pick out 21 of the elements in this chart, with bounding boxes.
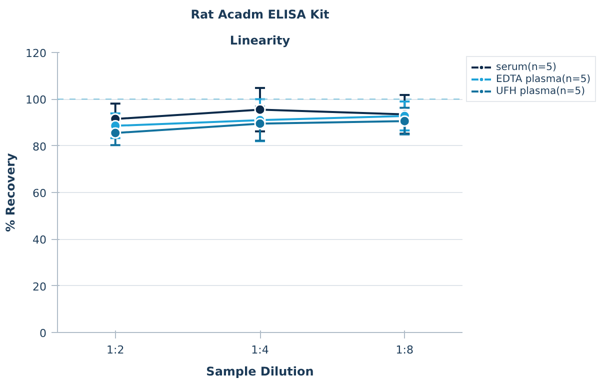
x-tick-label: 1:4	[251, 344, 269, 356]
chart-title: Rat Acadm ELISA Kit	[190, 8, 330, 22]
y-tick-label: 60	[32, 187, 47, 200]
chart-subtitle: Linearity	[230, 34, 290, 48]
y-tick-label: 0	[40, 327, 46, 340]
point	[110, 127, 122, 139]
y-axis-title: % Recovery	[4, 153, 18, 232]
x-tick-label: 1:2	[106, 344, 124, 356]
point	[254, 118, 266, 130]
y-tick-label: 80	[32, 140, 47, 154]
y-tick-label: 100	[26, 94, 47, 107]
legend-label: UFH plasma(n=5)	[496, 85, 585, 97]
x-axis-title: Sample Dilution	[206, 364, 314, 378]
y-tick-label: 20	[32, 280, 47, 294]
point	[254, 104, 266, 116]
legend-label: EDTA plasma(n=5)	[496, 73, 591, 85]
point	[398, 115, 410, 127]
legend-label: serum(n=5)	[496, 61, 556, 73]
x-tick-label: 1:8	[396, 344, 414, 356]
y-tick-label: 120	[26, 47, 47, 60]
y-tick-label: 40	[32, 234, 47, 247]
